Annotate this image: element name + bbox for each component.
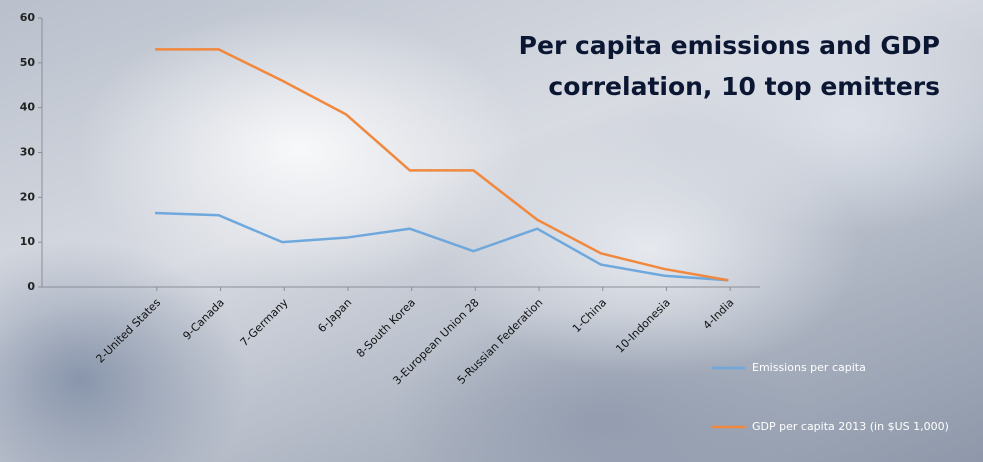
x-tick-label: 4-India	[701, 296, 737, 332]
legend-label: Emissions per capita	[752, 361, 866, 374]
chart-title-line1: Per capita emissions and GDP	[519, 31, 940, 60]
x-tick-label: 8-South Korea	[354, 296, 418, 360]
series-line	[155, 48, 729, 282]
x-tick-label: 9-Canada	[180, 296, 227, 343]
x-tick-label: 1-China	[570, 296, 609, 335]
legend-label: GDP per capita 2013 (in $US 1,000)	[752, 420, 949, 433]
y-tick-label: 50	[20, 56, 36, 69]
y-tick-label: 20	[20, 190, 36, 203]
y-tick-label: 30	[20, 146, 36, 159]
x-tick-label: 10-Indonesia	[613, 296, 673, 356]
y-tick-label: 10	[20, 235, 36, 248]
x-tick-label: 7-Germany	[238, 296, 291, 349]
y-tick-label: 60	[20, 11, 36, 24]
series-line	[154, 211, 729, 282]
x-tick-label: 6-Japan	[315, 296, 354, 335]
y-tick-label: 0	[27, 280, 35, 293]
x-tick-label: 2-United States	[94, 296, 164, 366]
chart-title-line2: correlation, 10 top emitters	[548, 72, 940, 101]
y-tick-label: 40	[20, 101, 36, 114]
